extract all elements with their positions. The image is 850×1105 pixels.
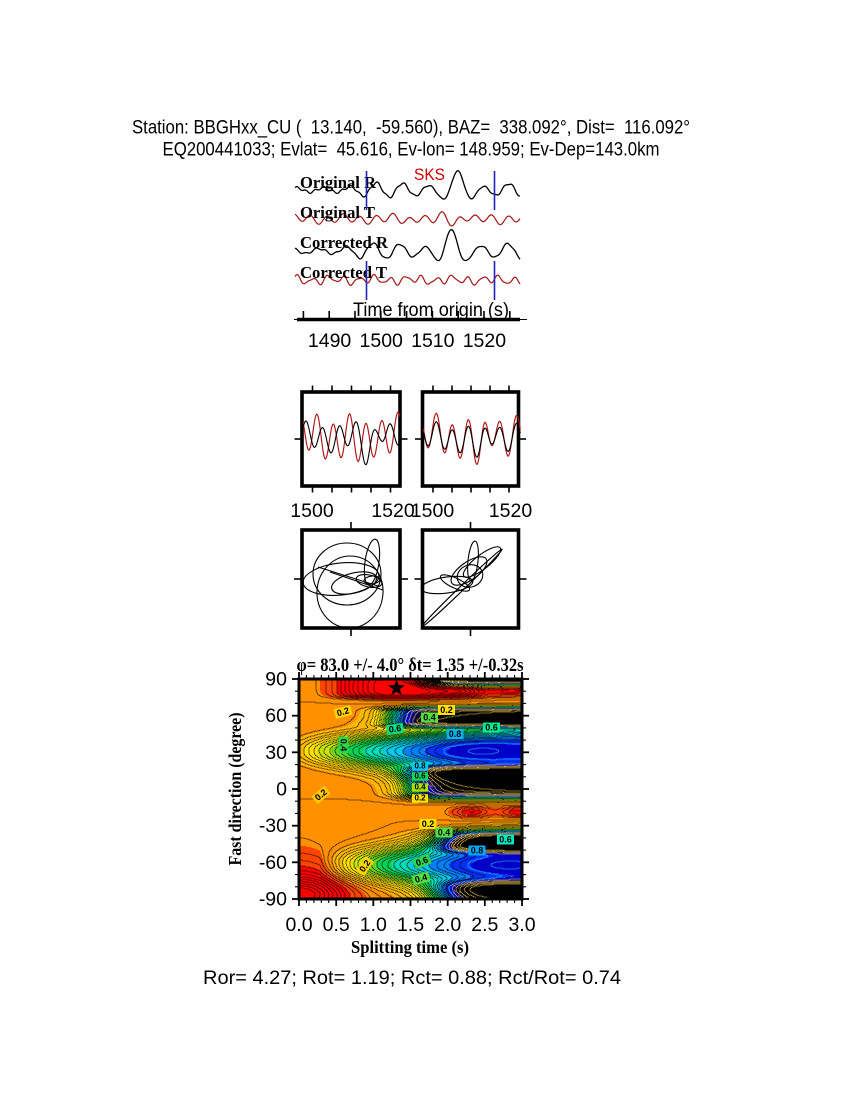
svg-text:SKS: SKS bbox=[414, 165, 445, 184]
svg-text:0.4: 0.4 bbox=[339, 739, 349, 752]
svg-text:3.0: 3.0 bbox=[508, 914, 535, 936]
svg-text:1.0: 1.0 bbox=[360, 914, 387, 936]
svg-text:0.6: 0.6 bbox=[485, 722, 498, 732]
svg-text:0.6: 0.6 bbox=[388, 723, 402, 735]
svg-text:-90: -90 bbox=[259, 889, 287, 911]
svg-text:0.4: 0.4 bbox=[414, 783, 426, 792]
svg-text:Ror= 4.27; Rot= 1.19; Rct= 0.8: Ror= 4.27; Rot= 1.19; Rct= 0.88; Rct/Rot… bbox=[203, 967, 621, 989]
svg-text:0.6: 0.6 bbox=[414, 854, 429, 868]
svg-text:EQ200441033; Evlat= 45.616, E: EQ200441033; Evlat= 45.616, Ev-lon= 148.… bbox=[163, 140, 660, 161]
svg-text:Corrected T: Corrected T bbox=[300, 263, 388, 282]
svg-text:Time from origin (s): Time from origin (s) bbox=[353, 300, 509, 321]
svg-text:1500: 1500 bbox=[360, 330, 404, 352]
svg-text:Fast direction (degree): Fast direction (degree) bbox=[225, 713, 246, 866]
svg-text:Splitting time (s): Splitting time (s) bbox=[351, 937, 469, 958]
svg-text:0.8: 0.8 bbox=[449, 729, 462, 739]
svg-text:Corrected R: Corrected R bbox=[300, 233, 389, 252]
svg-text:0.0: 0.0 bbox=[285, 914, 312, 936]
svg-text:30: 30 bbox=[265, 742, 287, 764]
svg-text:1520: 1520 bbox=[371, 500, 415, 522]
svg-text:0.5: 0.5 bbox=[323, 914, 350, 936]
svg-text:0: 0 bbox=[276, 779, 287, 801]
svg-text:1500: 1500 bbox=[411, 500, 455, 522]
svg-text:0.4: 0.4 bbox=[438, 827, 451, 837]
svg-text:0.2: 0.2 bbox=[336, 705, 351, 718]
svg-text:-60: -60 bbox=[259, 852, 287, 874]
svg-text:0.6: 0.6 bbox=[499, 834, 512, 844]
svg-text:1520: 1520 bbox=[489, 500, 533, 522]
svg-text:0.4: 0.4 bbox=[414, 872, 429, 885]
svg-text:Station: BBGHxx_CU ( 13.140,: Station: BBGHxx_CU ( 13.140, -59.560), B… bbox=[132, 118, 690, 139]
svg-text:0.6: 0.6 bbox=[414, 772, 426, 781]
svg-text:0.2: 0.2 bbox=[422, 819, 435, 829]
svg-text:60: 60 bbox=[265, 705, 287, 727]
svg-text:2.5: 2.5 bbox=[471, 914, 498, 936]
svg-text:2.0: 2.0 bbox=[434, 914, 461, 936]
svg-text:1520: 1520 bbox=[463, 330, 507, 352]
svg-text:90: 90 bbox=[265, 669, 287, 691]
svg-text:Original T: Original T bbox=[300, 203, 376, 222]
svg-text:1490: 1490 bbox=[308, 330, 352, 352]
svg-text:1510: 1510 bbox=[411, 330, 455, 352]
svg-text:1.5: 1.5 bbox=[397, 914, 424, 936]
svg-text:-30: -30 bbox=[259, 815, 287, 837]
svg-text:Original R: Original R bbox=[300, 173, 377, 192]
svg-text:1500: 1500 bbox=[290, 500, 334, 522]
svg-text:0.8: 0.8 bbox=[471, 845, 484, 855]
svg-text:φ= 83.0 +/- 4.0° δt= 1.35 +/-0: φ= 83.0 +/- 4.0° δt= 1.35 +/-0.32s bbox=[297, 655, 524, 676]
svg-text:0.8: 0.8 bbox=[414, 762, 426, 771]
svg-text:0.2: 0.2 bbox=[440, 705, 453, 715]
svg-text:0.2: 0.2 bbox=[414, 794, 426, 803]
svg-text:0.4: 0.4 bbox=[423, 712, 436, 722]
